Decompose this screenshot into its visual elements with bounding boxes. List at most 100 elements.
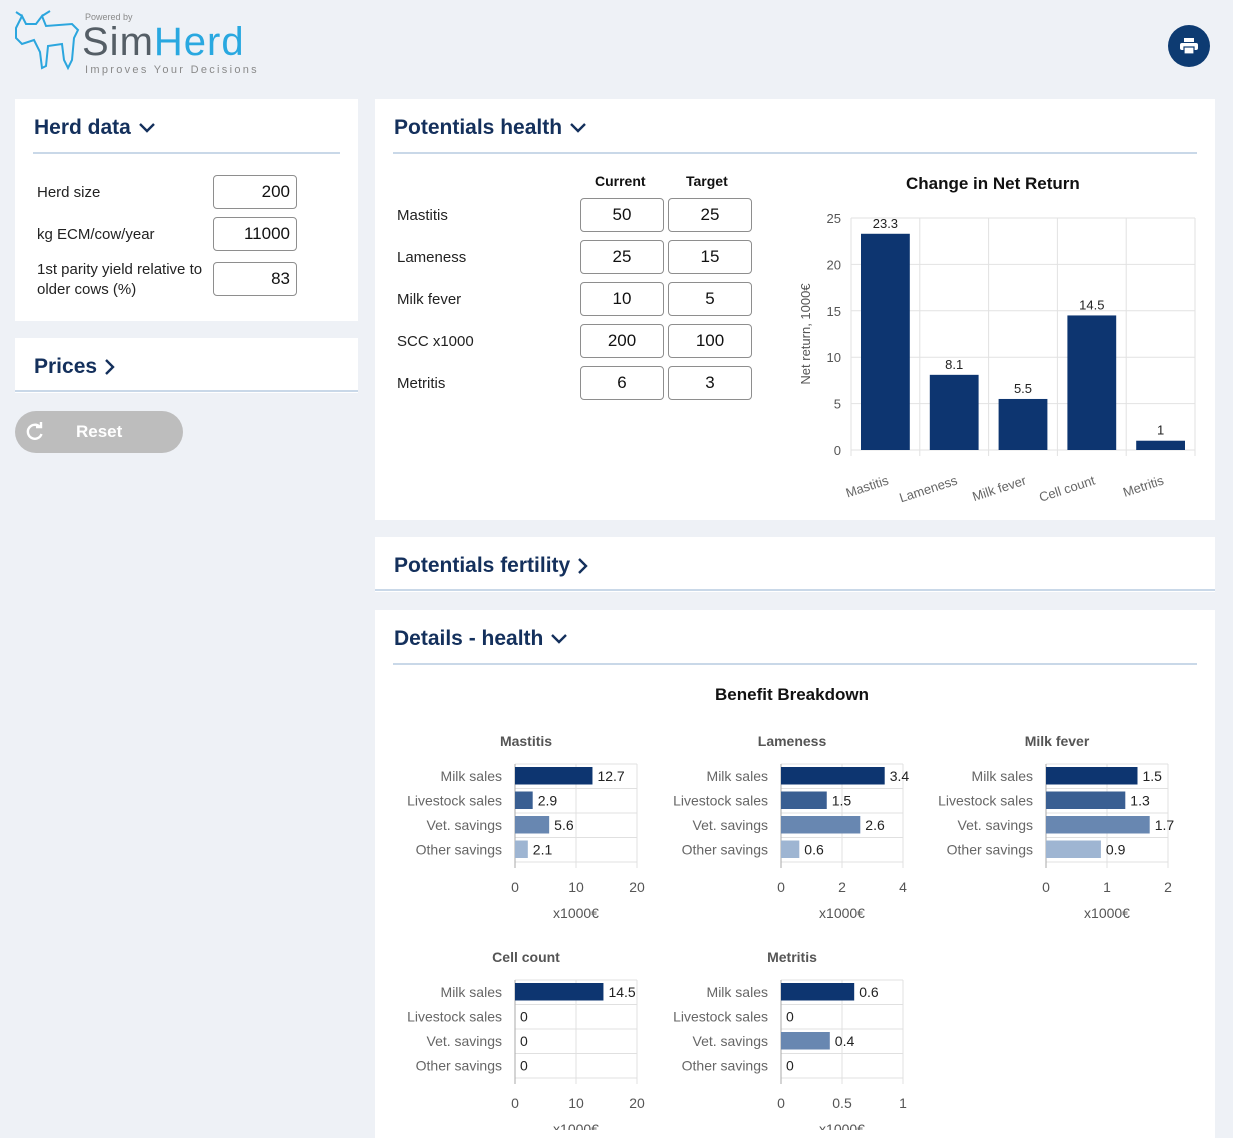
bar-livestock-sales — [781, 791, 827, 809]
breakdown-cell-count: Cell count 0 10 20 Milk sales 14.5 Livestock s… — [407, 949, 645, 1130]
data-label: 14.5 — [608, 984, 635, 1000]
category-label: Livestock sales — [673, 793, 768, 809]
brand-name-part2: Herd — [153, 20, 245, 64]
lameness-current-input[interactable] — [580, 240, 664, 274]
y-tick-label: 0 — [834, 443, 841, 458]
bar-other-savings — [781, 840, 800, 858]
category-label: Vet. savings — [427, 817, 503, 833]
bar-milk-sales — [515, 767, 593, 785]
panel-title: Milk fever — [1025, 733, 1090, 749]
potentials-health-header[interactable]: Potentials health — [394, 116, 586, 140]
net-return-chart: 0 5 10 15 20 25 23.3 Mastitis 8.1 Lameness 5.5 Milk… — [798, 211, 1196, 505]
mastitis-current-input[interactable] — [580, 198, 664, 232]
potentials-health-panel: Potentials health Current Target Mastiti… — [375, 99, 1215, 520]
herd-data-header[interactable]: Herd data — [34, 116, 155, 140]
milk-fever-label: Milk fever — [397, 291, 462, 308]
breakdown-mastitis: Mastitis 0 10 20 Milk sales 12.7 Livestock sal… — [407, 733, 645, 921]
target-column-header: Target — [686, 173, 728, 189]
data-label: 2.1 — [533, 842, 553, 858]
bar-other-savings — [515, 840, 528, 858]
potentials-fertility-divider — [375, 589, 1215, 591]
breakdown-lameness: Lameness 0 2 4 Milk sales 3.4 Livestock sales 1… — [673, 733, 909, 921]
data-label: 8.1 — [945, 357, 963, 372]
x-tick-label: 0 — [511, 1095, 519, 1111]
printer-icon — [1180, 38, 1198, 54]
herd-data-divider — [33, 152, 340, 154]
milk-fever-current-input[interactable] — [580, 282, 664, 316]
x-tick-label: 2 — [1164, 879, 1172, 895]
mastitis-target-input[interactable] — [668, 198, 752, 232]
bar-milk-sales — [781, 767, 885, 785]
mastitis-label: Mastitis — [397, 207, 448, 224]
milk-yield-input[interactable] — [213, 217, 297, 251]
data-label: 3.4 — [890, 768, 910, 784]
lameness-target-input[interactable] — [668, 240, 752, 274]
bar-livestock-sales — [1046, 791, 1126, 809]
x-tick-label: Lameness — [897, 472, 959, 505]
bar-livestock-sales — [515, 791, 533, 809]
herd-data-panel: Herd data Herd size kg ECM/cow/year 1st … — [15, 99, 358, 321]
bar-metritis — [1136, 440, 1185, 450]
herd-size-label: Herd size — [37, 184, 101, 201]
category-label: Milk sales — [707, 768, 768, 784]
x-tick-label: 20 — [629, 879, 645, 895]
x-tick-label: 10 — [568, 879, 584, 895]
data-label: 5.6 — [554, 817, 574, 833]
category-label: Other savings — [682, 842, 768, 858]
reset-button[interactable]: Reset — [15, 411, 183, 453]
data-label: 1.7 — [1155, 817, 1175, 833]
category-label: Vet. savings — [958, 817, 1034, 833]
y-axis-label: Net return, 1000€ — [798, 283, 813, 385]
milk-fever-target-input[interactable] — [668, 282, 752, 316]
data-label: 12.7 — [597, 768, 624, 784]
herd-data-title: Herd data — [34, 116, 131, 139]
bar-milk-sales — [781, 983, 855, 1001]
brand-tagline: Improves Your Decisions — [85, 64, 259, 76]
data-label: 0.4 — [835, 1033, 855, 1049]
potentials-health-title: Potentials health — [394, 116, 563, 139]
metritis-current-input[interactable] — [580, 366, 664, 400]
panel-title: Lameness — [758, 733, 827, 749]
x-tick-label: 1 — [899, 1095, 907, 1111]
category-label: Livestock sales — [938, 793, 1033, 809]
data-label: 0 — [786, 1009, 794, 1025]
cow-logo-icon — [15, 10, 80, 71]
x-tick-label: 20 — [629, 1095, 645, 1111]
benefit-breakdown-title: Benefit Breakdown — [715, 685, 869, 704]
data-label: 0.6 — [804, 842, 824, 858]
category-label: Other savings — [682, 1058, 768, 1074]
details-health-header[interactable]: Details - health — [394, 627, 568, 651]
bar-cell-count — [1067, 315, 1117, 450]
print-button[interactable] — [1168, 25, 1210, 67]
brand-name-part1: Sim — [82, 20, 154, 64]
net-return-chart-title: Change in Net Return — [906, 174, 1080, 193]
data-label: 1.3 — [1130, 793, 1150, 809]
refresh-icon — [26, 422, 43, 440]
chevron-right-icon — [578, 558, 588, 574]
prices-header[interactable]: Prices — [34, 355, 115, 379]
x-axis-label: x1000€ — [819, 905, 865, 921]
scc-current-input[interactable] — [580, 324, 664, 358]
category-label: Vet. savings — [427, 1033, 503, 1049]
category-label: Other savings — [947, 842, 1033, 858]
potentials-fertility-title: Potentials fertility — [394, 554, 571, 577]
data-label: 1.5 — [832, 793, 852, 809]
chevron-down-icon — [570, 123, 586, 133]
x-tick-label: 0 — [777, 1095, 785, 1111]
metritis-target-input[interactable] — [668, 366, 752, 400]
x-tick-label: 1 — [1103, 879, 1111, 895]
scc-target-input[interactable] — [668, 324, 752, 358]
herd-size-input[interactable] — [213, 175, 297, 209]
potentials-fertility-header[interactable]: Potentials fertility — [394, 554, 588, 578]
prices-divider — [15, 390, 358, 392]
bar-vet-savings — [1046, 816, 1150, 834]
first-parity-input[interactable] — [213, 262, 297, 296]
x-tick-label: 0 — [1042, 879, 1050, 895]
category-label: Livestock sales — [407, 793, 502, 809]
details-health-panel: Details - health Benefit Breakdown Masti… — [375, 610, 1215, 1138]
data-label: 0.9 — [1106, 842, 1126, 858]
panel-title: Mastitis — [500, 733, 552, 749]
data-label: 1.5 — [1143, 768, 1163, 784]
category-label: Milk sales — [441, 768, 502, 784]
